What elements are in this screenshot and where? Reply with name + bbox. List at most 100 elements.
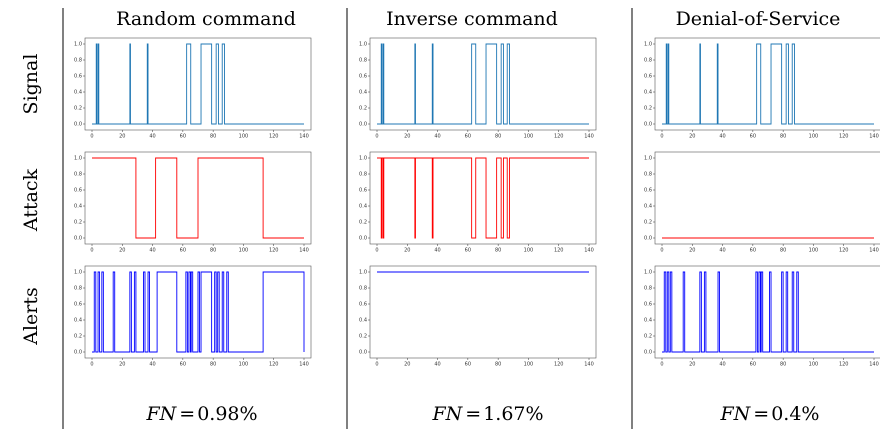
fn-var-random: FN [145,403,177,425]
y-tick-label-random-command-alerts: 0.8 [74,286,82,292]
x-tick-label-denial-of-service-signal: 140 [869,134,879,140]
y-tick-label-denial-of-service-alerts: 0.2 [644,334,652,340]
x-tick-label-random-command-attack: 20 [119,248,125,254]
plot-frame-denial-of-service-signal [654,37,880,131]
y-tick-label-inverse-command-alerts: 1.0 [359,270,367,276]
x-tick-label-random-command-signal: 40 [149,134,155,140]
x-tick-label-random-command-attack: 100 [239,248,249,254]
x-tick-label-inverse-command-signal: 80 [495,134,501,140]
y-tick-label-denial-of-service-signal: 0.4 [644,90,652,96]
x-tick-label-inverse-command-attack: 100 [524,248,534,254]
row-label-alerts: Alerts [20,287,42,346]
y-tick-label-denial-of-service-alerts: 1.0 [644,270,652,276]
fn-label-random: FN = 0.98% [145,403,257,425]
x-tick-label-random-command-attack: 140 [299,248,309,254]
y-tick-label-denial-of-service-alerts: 0.6 [644,302,652,308]
y-tick-label-random-command-signal: 0.2 [74,106,82,112]
y-tick-label-inverse-command-attack: 0.2 [359,220,367,226]
y-tick-label-inverse-command-attack: 0.0 [359,236,367,242]
x-tick-label-random-command-signal: 100 [239,134,249,140]
x-tick-label-inverse-command-alerts: 100 [524,362,534,368]
x-tick-label-random-command-signal: 120 [269,134,279,140]
series-line-denial-of-service-signal [662,43,874,125]
x-tick-label-denial-of-service-attack: 0 [660,248,663,254]
y-tick-label-random-command-signal: 1.0 [74,42,82,48]
x-tick-label-inverse-command-signal: 140 [584,134,594,140]
y-tick-label-random-command-signal: 0.8 [74,58,82,64]
y-tick-label-denial-of-service-alerts: 0.8 [644,286,652,292]
x-tick-label-random-command-attack: 80 [210,248,216,254]
x-tick-label-random-command-alerts: 40 [149,362,155,368]
x-tick-label-random-command-alerts: 80 [210,362,216,368]
y-tick-label-random-command-signal: 0.0 [74,122,82,128]
fn-var-inverse: FN [431,403,463,425]
fn-eq-random: = [179,403,195,425]
series-line-random-command-attack [92,157,304,239]
plot-frame-inverse-command-signal [369,37,597,131]
x-tick-label-denial-of-service-alerts: 60 [750,362,756,368]
x-tick-label-denial-of-service-attack: 20 [689,248,695,254]
x-tick-label-inverse-command-attack: 120 [554,248,564,254]
y-tick-label-inverse-command-attack: 1.0 [359,156,367,162]
x-tick-label-denial-of-service-attack: 60 [750,248,756,254]
x-tick-label-denial-of-service-attack: 140 [869,248,879,254]
x-tick-label-inverse-command-attack: 0 [375,248,378,254]
y-tick-label-inverse-command-signal: 0.2 [359,106,367,112]
x-tick-label-random-command-alerts: 20 [119,362,125,368]
x-tick-label-denial-of-service-attack: 120 [839,248,849,254]
x-tick-label-inverse-command-signal: 40 [434,134,440,140]
series-line-inverse-command-attack [377,157,589,239]
y-tick-label-denial-of-service-signal: 0.8 [644,58,652,64]
fn-value-inverse: 1.67% [483,403,543,425]
y-tick-label-denial-of-service-signal: 0.0 [644,122,652,128]
y-tick-label-inverse-command-alerts: 0.4 [359,318,367,324]
x-tick-label-inverse-command-alerts: 20 [404,362,410,368]
y-tick-label-inverse-command-signal: 0.4 [359,90,367,96]
y-tick-label-inverse-command-signal: 0.6 [359,74,367,80]
x-tick-label-denial-of-service-alerts: 120 [839,362,849,368]
fn-label-dos: FN = 0.4% [719,403,819,425]
y-tick-label-random-command-attack: 0.8 [74,172,82,178]
x-tick-label-denial-of-service-alerts: 40 [719,362,725,368]
y-tick-label-denial-of-service-attack: 1.0 [644,156,652,162]
x-tick-label-random-command-signal: 0 [90,134,93,140]
x-tick-label-inverse-command-signal: 0 [375,134,378,140]
fn-eq-dos: = [753,403,769,425]
x-tick-label-inverse-command-signal: 120 [554,134,564,140]
y-tick-label-denial-of-service-alerts: 0.4 [644,318,652,324]
y-tick-label-inverse-command-alerts: 0.0 [359,350,367,356]
y-tick-label-denial-of-service-attack: 0.2 [644,220,652,226]
y-tick-label-random-command-signal: 0.4 [74,90,82,96]
x-tick-label-inverse-command-attack: 40 [434,248,440,254]
x-tick-label-denial-of-service-signal: 80 [780,134,786,140]
y-tick-label-random-command-signal: 0.6 [74,74,82,80]
y-tick-label-denial-of-service-signal: 0.6 [644,74,652,80]
y-tick-label-random-command-alerts: 0.0 [74,350,82,356]
y-tick-label-random-command-attack: 0.6 [74,188,82,194]
x-tick-label-inverse-command-attack: 20 [404,248,410,254]
x-tick-label-random-command-alerts: 60 [180,362,186,368]
x-tick-label-denial-of-service-alerts: 80 [780,362,786,368]
plot-frame-denial-of-service-alerts [654,265,880,359]
row-label-signal: Signal [20,54,42,115]
x-tick-label-denial-of-service-alerts: 100 [809,362,819,368]
x-tick-label-denial-of-service-signal: 0 [660,134,663,140]
y-tick-label-random-command-alerts: 1.0 [74,270,82,276]
y-tick-label-random-command-alerts: 0.6 [74,302,82,308]
series-line-inverse-command-signal [377,43,589,125]
fn-value-dos: 0.4% [771,403,819,425]
y-tick-label-denial-of-service-signal: 0.2 [644,106,652,112]
y-tick-label-random-command-attack: 1.0 [74,156,82,162]
fn-value-random: 0.98% [197,403,257,425]
y-tick-label-denial-of-service-alerts: 0.0 [644,350,652,356]
x-tick-label-denial-of-service-signal: 100 [809,134,819,140]
x-tick-label-denial-of-service-signal: 20 [689,134,695,140]
column-title-random: Random command [116,8,296,30]
y-tick-label-denial-of-service-attack: 0.4 [644,204,652,210]
x-tick-label-random-command-signal: 80 [210,134,216,140]
y-tick-label-denial-of-service-attack: 0.8 [644,172,652,178]
series-line-random-command-alerts [92,271,305,353]
y-tick-label-inverse-command-attack: 0.4 [359,204,367,210]
x-tick-label-random-command-attack: 60 [180,248,186,254]
